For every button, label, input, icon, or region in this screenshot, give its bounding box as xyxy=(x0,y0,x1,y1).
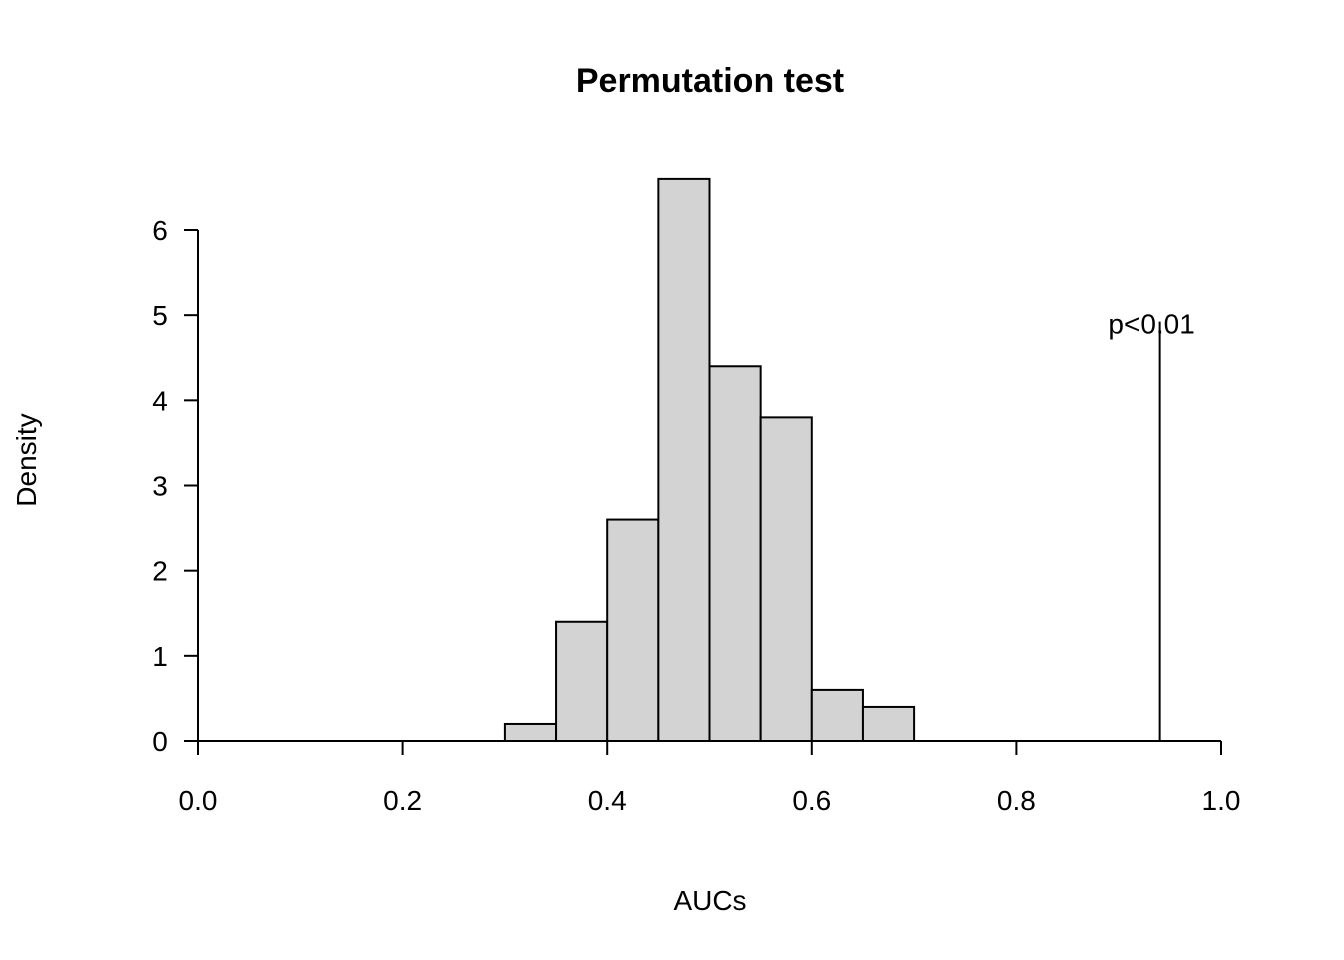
p-value-annotation: p<0.01 xyxy=(1108,309,1194,340)
histogram-bars xyxy=(503,177,916,743)
y-axis-label: Density xyxy=(11,413,42,506)
x-axis-label: AUCs xyxy=(673,885,746,916)
histogram-bar-4 xyxy=(657,177,711,742)
histogram-bar-5 xyxy=(708,365,762,742)
y-tick-label: 6 xyxy=(152,215,168,246)
x-tick-label: 0.8 xyxy=(997,785,1036,816)
y-tick-label: 1 xyxy=(152,641,168,672)
x-axis: 0.0 0.2 0.4 0.6 0.8 1.0 xyxy=(179,740,1241,816)
histogram-bar-2 xyxy=(555,620,609,742)
y-tick-label: 0 xyxy=(152,726,168,757)
y-tick-label: 4 xyxy=(152,385,168,416)
histogram-bar-6 xyxy=(759,416,813,742)
x-tick-label: 1.0 xyxy=(1202,785,1241,816)
y-tick-label: 2 xyxy=(152,556,168,587)
histogram-bar-1 xyxy=(503,722,558,743)
chart-title: Permutation test xyxy=(576,62,844,100)
x-tick-label: 0.2 xyxy=(383,785,422,816)
y-axis: 0 1 2 3 4 5 6 xyxy=(152,215,199,757)
y-tick-label: 5 xyxy=(152,300,168,331)
histogram-bar-8 xyxy=(861,705,916,743)
histogram-bar-7 xyxy=(810,688,864,743)
reference-line-group: p<0.01 xyxy=(1108,309,1195,741)
histogram-bar-3 xyxy=(606,518,660,742)
y-tick-label: 3 xyxy=(152,471,168,502)
x-tick-label: 0.6 xyxy=(792,785,831,816)
x-tick-label: 0.0 xyxy=(179,785,218,816)
x-tick-label: 0.4 xyxy=(588,785,627,816)
